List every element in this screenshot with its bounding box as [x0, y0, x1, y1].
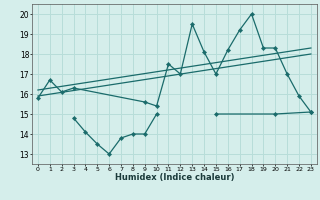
X-axis label: Humidex (Indice chaleur): Humidex (Indice chaleur)	[115, 173, 234, 182]
